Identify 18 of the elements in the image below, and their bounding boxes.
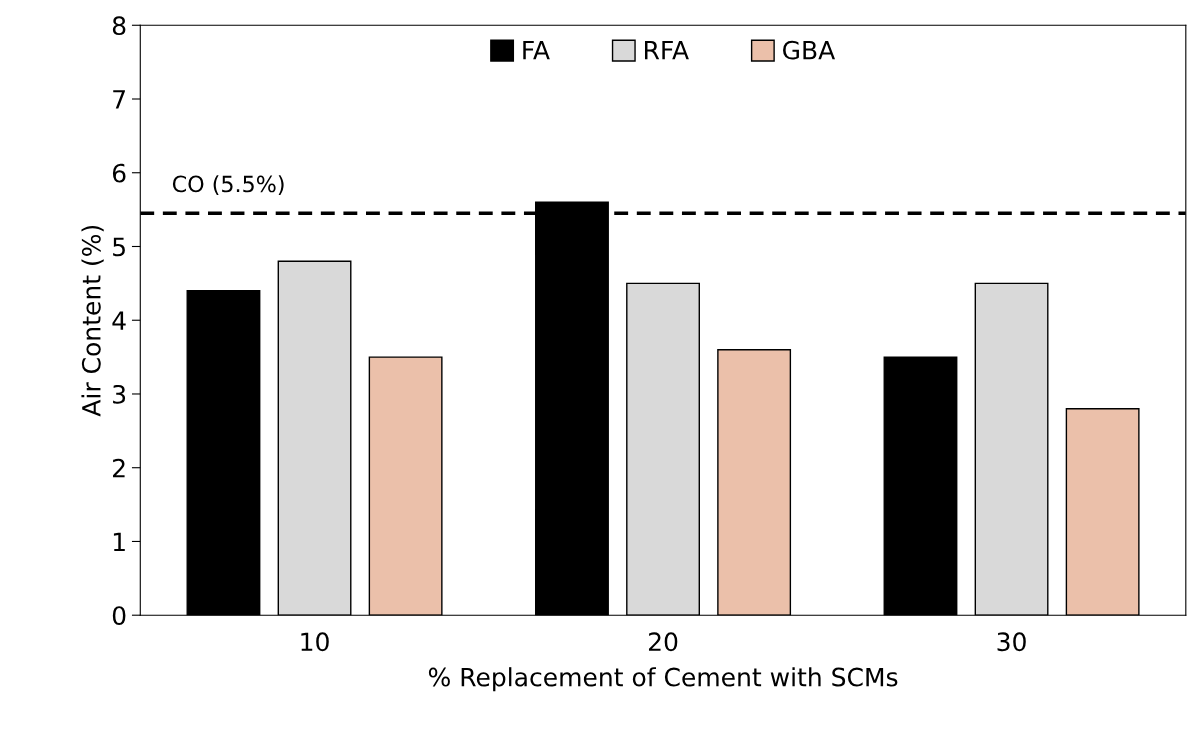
ref-line-label: CO (5.5%) xyxy=(172,175,284,195)
y-axis-title: Air Content (%) xyxy=(81,225,104,417)
y-tick-label: 8 xyxy=(112,16,126,36)
y-tick-label: 2 xyxy=(113,458,125,478)
y-tick-label: 5 xyxy=(113,237,125,257)
legend-label: FA xyxy=(523,41,550,60)
x-tick-label: 30 xyxy=(997,632,1026,652)
x-tick-label: 10 xyxy=(301,632,329,652)
x-tick-label: 20 xyxy=(648,632,678,652)
legend-label: RFA xyxy=(645,41,689,60)
y-tick-label: 0 xyxy=(112,606,126,626)
y-tick-label: 4 xyxy=(112,311,126,330)
x-axis-title: % Replacement of Cement with SCMs xyxy=(428,667,898,692)
y-tick-label: 7 xyxy=(113,90,125,109)
y-tick-label: 3 xyxy=(113,384,126,404)
y-tick-label: 6 xyxy=(112,163,126,183)
legend-label: GBA xyxy=(783,40,836,60)
y-tick-label: 1 xyxy=(113,532,125,551)
